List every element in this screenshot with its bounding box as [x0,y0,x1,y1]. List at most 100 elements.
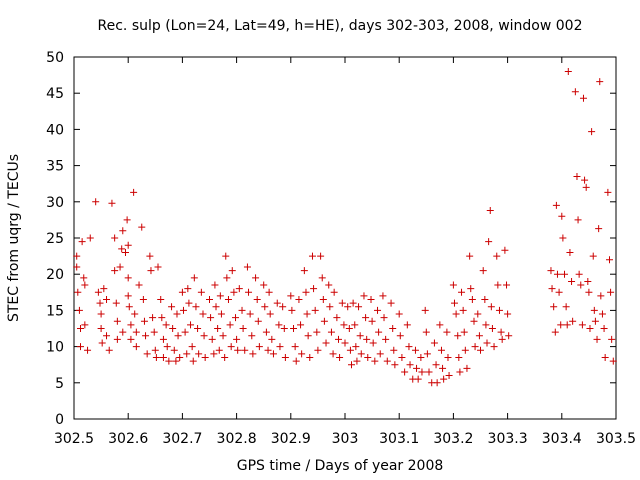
data-point [238,306,246,314]
data-point [485,238,493,246]
data-point [403,321,411,329]
data-point [163,343,171,351]
x-tick-label: 303.1 [379,431,419,447]
data-point [362,314,370,322]
data-point [194,325,202,332]
data-point [188,343,196,351]
data-point [297,321,305,329]
data-point [206,296,213,304]
data-point [168,303,176,311]
data-point [111,267,119,275]
data-point [356,332,364,340]
data-point [346,346,354,354]
x-tick-label: 303.5 [596,431,636,447]
data-point [125,303,133,311]
data-point [226,321,234,329]
data-point [235,285,243,293]
data-point [487,303,495,311]
data-point [165,357,173,365]
y-tick-label: 20 [46,267,64,283]
data-point [317,252,325,260]
data-point [368,317,376,325]
plot-frame [73,56,617,420]
data-point [569,317,577,325]
data-point [338,299,346,307]
data-point [119,328,127,336]
data-point [280,325,288,332]
data-point [217,310,225,318]
data-point [74,288,82,296]
data-point [482,321,490,329]
data-point [147,267,155,275]
data-point [503,281,511,289]
data-point [571,88,579,96]
data-point [288,306,296,314]
data-point [303,310,311,318]
data-point [298,350,306,358]
data-point [219,332,227,340]
data-point [130,188,138,196]
data-point [493,252,501,260]
data-point [241,346,249,354]
data-point [123,216,131,224]
data-point [306,353,314,361]
data-point [124,292,132,300]
data-point [138,223,146,231]
data-point [185,299,193,307]
data-point [607,288,615,296]
data-point [127,321,135,329]
data-point [460,328,468,336]
data-point [208,335,216,343]
data-point [504,310,512,318]
y-tick-label: 0 [55,412,64,428]
data-point [170,346,178,354]
data-point [490,343,498,351]
data-point [157,296,165,304]
data-point [474,310,482,318]
data-point [348,361,356,369]
data-point [449,281,457,289]
data-point [383,357,391,365]
data-point [595,225,603,233]
data-point [142,332,150,340]
data-point [172,357,180,365]
data-points [73,67,617,387]
data-point [313,328,321,336]
x-tick-label: 303.3 [488,431,528,447]
data-point [227,343,235,351]
data-point [552,201,560,209]
data-point [261,303,269,311]
data-point [255,343,263,351]
data-point [75,306,83,314]
data-point [97,325,105,332]
data-point [275,321,283,329]
data-point [92,198,100,206]
data-point [466,252,474,260]
data-point [266,310,274,318]
data-point [598,310,606,318]
data-point [228,267,236,275]
data-point [436,321,444,329]
data-point [78,238,86,246]
data-point [77,343,85,351]
data-point [139,296,147,304]
data-point [494,281,502,289]
data-point [376,350,384,358]
data-point [113,317,121,325]
data-point [344,303,352,311]
data-point [84,346,92,354]
x-tick-label: 302.5 [54,431,94,447]
data-point [401,368,409,376]
data-point [222,252,230,260]
data-point [207,314,215,322]
data-point [418,368,426,376]
x-tick-label: 302.6 [108,431,148,447]
data-point [108,199,116,207]
data-point [330,288,338,296]
data-point [73,263,81,271]
x-tick-label: 302.7 [162,431,202,447]
data-point [223,274,231,282]
data-point [118,245,126,253]
data-point [604,188,612,196]
data-point [553,270,561,278]
